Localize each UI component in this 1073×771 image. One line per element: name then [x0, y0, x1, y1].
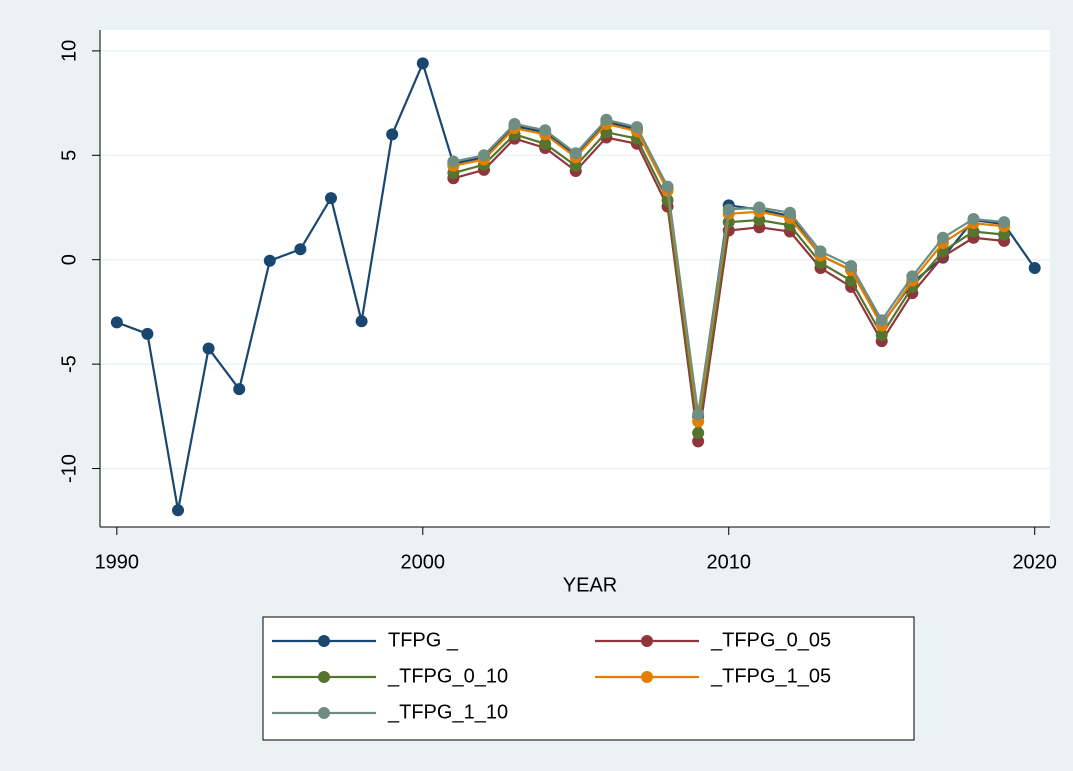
- legend-marker: [318, 671, 330, 683]
- legend-marker: [641, 635, 653, 647]
- y-tick-label: -10: [58, 454, 80, 483]
- point: [539, 124, 552, 137]
- point: [600, 126, 613, 139]
- x-tick-label: 1990: [95, 551, 140, 573]
- point: [294, 243, 307, 256]
- point: [202, 342, 215, 355]
- point: [875, 314, 888, 327]
- y-tick-label: 5: [58, 150, 80, 161]
- point: [936, 231, 949, 244]
- point: [569, 147, 582, 160]
- point: [630, 121, 643, 134]
- point: [906, 270, 919, 283]
- point: [998, 228, 1011, 241]
- legend: [262, 616, 915, 741]
- point: [110, 316, 123, 329]
- point: [753, 201, 766, 214]
- point: [845, 259, 858, 272]
- plot-region: [100, 30, 1050, 527]
- point: [967, 225, 980, 238]
- legend-marker: [318, 635, 330, 647]
- point: [600, 113, 613, 126]
- point: [386, 128, 399, 141]
- point: [722, 203, 735, 216]
- point: [569, 159, 582, 172]
- legend-marker: [318, 707, 330, 719]
- point: [324, 192, 337, 205]
- point: [783, 206, 796, 219]
- point: [508, 117, 521, 130]
- point: [967, 212, 980, 225]
- legend-label: _TFPG_1_05: [710, 665, 831, 687]
- y-tick-label: -5: [58, 355, 80, 373]
- point: [539, 137, 552, 150]
- legend-label: _TFPG_1_10: [387, 701, 508, 723]
- point: [692, 435, 705, 448]
- legend-label: _TFPG_0_05: [710, 629, 831, 651]
- legend-label: TFPG _: [388, 629, 459, 651]
- point: [692, 427, 705, 440]
- y-tick-label: 0: [58, 254, 80, 265]
- point: [263, 254, 276, 267]
- x-axis-title: YEAR: [563, 574, 617, 596]
- point: [416, 57, 429, 70]
- point: [447, 155, 460, 168]
- point: [477, 149, 490, 162]
- point: [172, 504, 185, 517]
- x-tick-label: 2000: [401, 551, 446, 573]
- x-tick-label: 2010: [706, 551, 751, 573]
- point: [753, 214, 766, 227]
- legend-label: _TFPG_0_10: [387, 665, 508, 687]
- point: [998, 216, 1011, 229]
- point: [875, 328, 888, 341]
- x-tick-label: 2020: [1012, 551, 1057, 573]
- y-tick-label: 10: [58, 40, 80, 62]
- point: [692, 408, 705, 421]
- point: [355, 315, 368, 328]
- point: [1028, 262, 1041, 275]
- point: [814, 245, 827, 258]
- point: [233, 383, 246, 396]
- point: [141, 327, 154, 340]
- point: [661, 180, 674, 193]
- legend-marker: [641, 671, 653, 683]
